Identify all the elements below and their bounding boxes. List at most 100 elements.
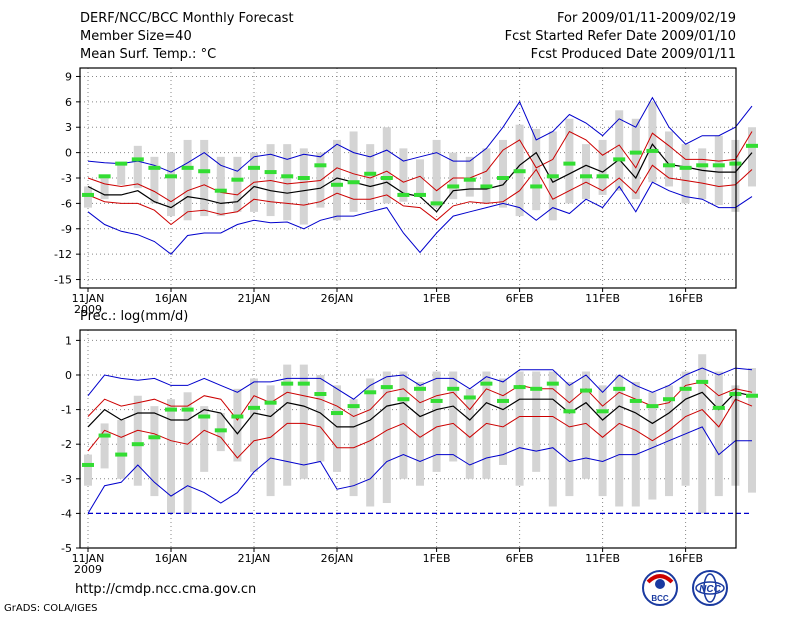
prec-member-bar xyxy=(366,378,375,507)
temp-member-bar xyxy=(133,145,142,189)
temp-xtick-label: 21JAN xyxy=(238,292,271,305)
bcc-logo-text: BCC xyxy=(651,594,669,603)
temp-member-bar xyxy=(465,156,474,197)
temp-member-bar xyxy=(615,110,624,191)
prec-member-bar xyxy=(100,423,109,469)
prec-obs-mark xyxy=(331,411,343,416)
temp-obs-mark xyxy=(364,171,377,176)
prec-obs-mark xyxy=(679,386,692,391)
prec-obs-mark xyxy=(613,386,626,391)
prec-obs-mark xyxy=(281,381,294,386)
prec-obs-mark xyxy=(314,392,327,397)
temp-obs-mark xyxy=(131,157,144,162)
temp-obs-mark xyxy=(663,163,675,168)
temp-year-label: 2009 xyxy=(74,303,102,316)
prec-member-bar xyxy=(283,364,292,486)
temp-xtick-label: 26JAN xyxy=(321,292,354,305)
temp-obs-mark xyxy=(347,180,360,185)
temp-member-bar xyxy=(283,144,292,221)
forecast-produced: Fcst Produced Date 2009/01/11 xyxy=(530,47,736,62)
prec-obs-mark xyxy=(181,407,194,412)
temp-obs-mark xyxy=(214,188,227,193)
prec-ytick-label: -3 xyxy=(61,473,72,486)
temp-member-bar xyxy=(416,159,424,197)
prec-member-bar xyxy=(482,371,491,479)
temp-ytick-label: -15 xyxy=(54,274,72,287)
grads-credit: GrADS: COLA/IGES xyxy=(4,603,98,614)
prec-member-bar xyxy=(548,371,557,507)
temp-ytick-label: -9 xyxy=(61,223,72,236)
temp-ytick-label: -3 xyxy=(61,172,72,185)
temp-obs-mark xyxy=(165,174,177,179)
temp-obs-mark xyxy=(314,163,327,168)
prec-member-bar xyxy=(631,381,640,507)
prec-obs-mark xyxy=(198,414,211,419)
temp-xtick-label: 11JAN xyxy=(72,292,105,305)
temp-min-line xyxy=(87,181,753,255)
ncc-logo: NCC xyxy=(692,570,728,606)
temp-member-bar xyxy=(631,118,640,200)
prec-member-bar xyxy=(449,371,458,462)
prec-member-bar xyxy=(714,371,723,497)
prec-member-bar xyxy=(399,371,408,479)
prec-member-bar xyxy=(183,392,192,514)
temp-member-bar xyxy=(714,135,723,206)
prec-xtick-label: 1FEB xyxy=(423,552,451,565)
prec-min-line xyxy=(87,426,752,514)
prec-ytick-label: -4 xyxy=(61,507,72,520)
temp-ytick-label: -6 xyxy=(61,197,72,210)
prec-xtick-label: 26JAN xyxy=(321,552,354,565)
prec-ytick-label: 1 xyxy=(65,334,72,347)
temp-member-bar xyxy=(117,163,126,185)
prec-member-bar xyxy=(598,385,607,497)
prec-obs-mark xyxy=(214,428,227,433)
source-url[interactable]: http://cmdp.ncc.cma.gov.cn xyxy=(75,582,257,597)
temp-member-bar xyxy=(183,139,192,221)
prec-member-bar xyxy=(233,388,242,462)
temp-obs-mark xyxy=(463,177,476,182)
temp-obs-mark xyxy=(231,177,244,182)
temp-member-bar xyxy=(432,139,441,208)
temp-member-bar xyxy=(399,148,408,202)
temp-obs-mark xyxy=(480,184,493,189)
prec-obs-mark xyxy=(447,386,460,391)
forecast-started: Fcst Started Refer Date 2009/01/10 xyxy=(504,29,736,44)
prec-obs-mark xyxy=(513,385,526,390)
prec-member-bar xyxy=(200,406,209,472)
prec-obs-mark xyxy=(746,393,758,398)
temp-member-bar xyxy=(100,178,109,200)
prec-ytick-label: -2 xyxy=(61,438,72,451)
temp-member-bar xyxy=(482,148,491,204)
temp-obs-mark xyxy=(712,163,725,168)
temp-member-bar xyxy=(565,118,574,204)
variable-label: Mean Surf. Temp.: °C xyxy=(80,47,217,62)
prec-ytick-label: -5 xyxy=(61,542,72,555)
prec-obs-mark xyxy=(463,395,476,400)
prec-member-bar xyxy=(615,374,624,507)
prec-obs-mark xyxy=(231,414,244,419)
bcc-logo: BCC xyxy=(642,570,678,606)
temp-member-bar xyxy=(499,139,507,208)
temp-obs-mark xyxy=(513,169,526,174)
prec-member-bar xyxy=(150,406,159,497)
temp-member-bar xyxy=(665,131,673,187)
temp-obs-mark xyxy=(380,176,393,180)
prec-obs-mark xyxy=(248,405,260,410)
prec-member-bar xyxy=(515,371,524,486)
prec-member-bar xyxy=(299,364,308,479)
temp-max-line xyxy=(87,96,753,173)
temp-obs-mark xyxy=(281,174,294,179)
prec-member-bar xyxy=(648,392,657,500)
prec-ytick-label: -1 xyxy=(61,404,72,417)
temp-ytick-label: -12 xyxy=(54,248,72,261)
prec-member-bar xyxy=(250,378,258,472)
prec-member-bar xyxy=(382,371,391,504)
prec-member-bar xyxy=(748,368,756,493)
prec-member-bar xyxy=(565,381,574,497)
prec-member-bar xyxy=(316,374,325,462)
prec-obs-mark xyxy=(480,381,493,386)
prec-obs-mark xyxy=(596,409,609,414)
